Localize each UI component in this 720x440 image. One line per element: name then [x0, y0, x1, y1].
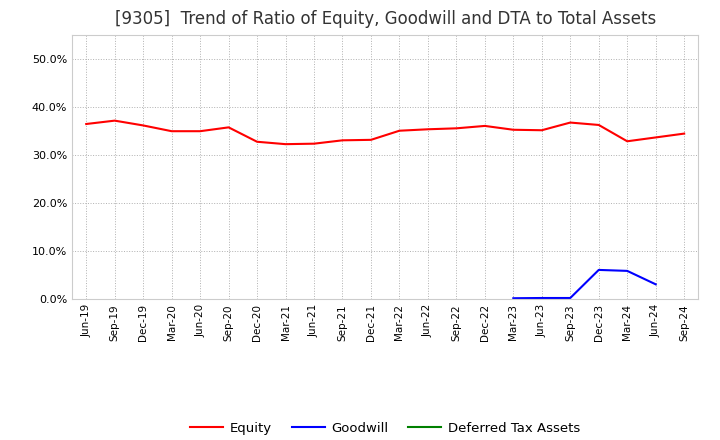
Equity [537, 128, 546, 133]
Goodwill [509, 296, 518, 301]
Equity [509, 127, 518, 132]
Equity [196, 128, 204, 134]
Equity [225, 125, 233, 130]
Equity [595, 122, 603, 128]
Equity [282, 142, 290, 147]
Goodwill [652, 282, 660, 287]
Equity [680, 131, 688, 136]
Equity [366, 137, 375, 143]
Goodwill [566, 295, 575, 301]
Equity [480, 123, 489, 128]
Legend: Equity, Goodwill, Deferred Tax Assets: Equity, Goodwill, Deferred Tax Assets [185, 417, 585, 440]
Equity [652, 135, 660, 140]
Equity [623, 139, 631, 144]
Equity [566, 120, 575, 125]
Equity [139, 123, 148, 128]
Goodwill [623, 268, 631, 274]
Equity [423, 127, 432, 132]
Equity [167, 128, 176, 134]
Equity [310, 141, 318, 147]
Line: Goodwill: Goodwill [513, 270, 656, 298]
Equity [452, 126, 461, 131]
Equity [110, 118, 119, 123]
Line: Equity: Equity [86, 121, 684, 144]
Equity [338, 138, 347, 143]
Goodwill [537, 295, 546, 301]
Equity [82, 121, 91, 127]
Title: [9305]  Trend of Ratio of Equity, Goodwill and DTA to Total Assets: [9305] Trend of Ratio of Equity, Goodwil… [114, 10, 656, 28]
Goodwill [595, 267, 603, 272]
Equity [395, 128, 404, 133]
Equity [253, 139, 261, 144]
